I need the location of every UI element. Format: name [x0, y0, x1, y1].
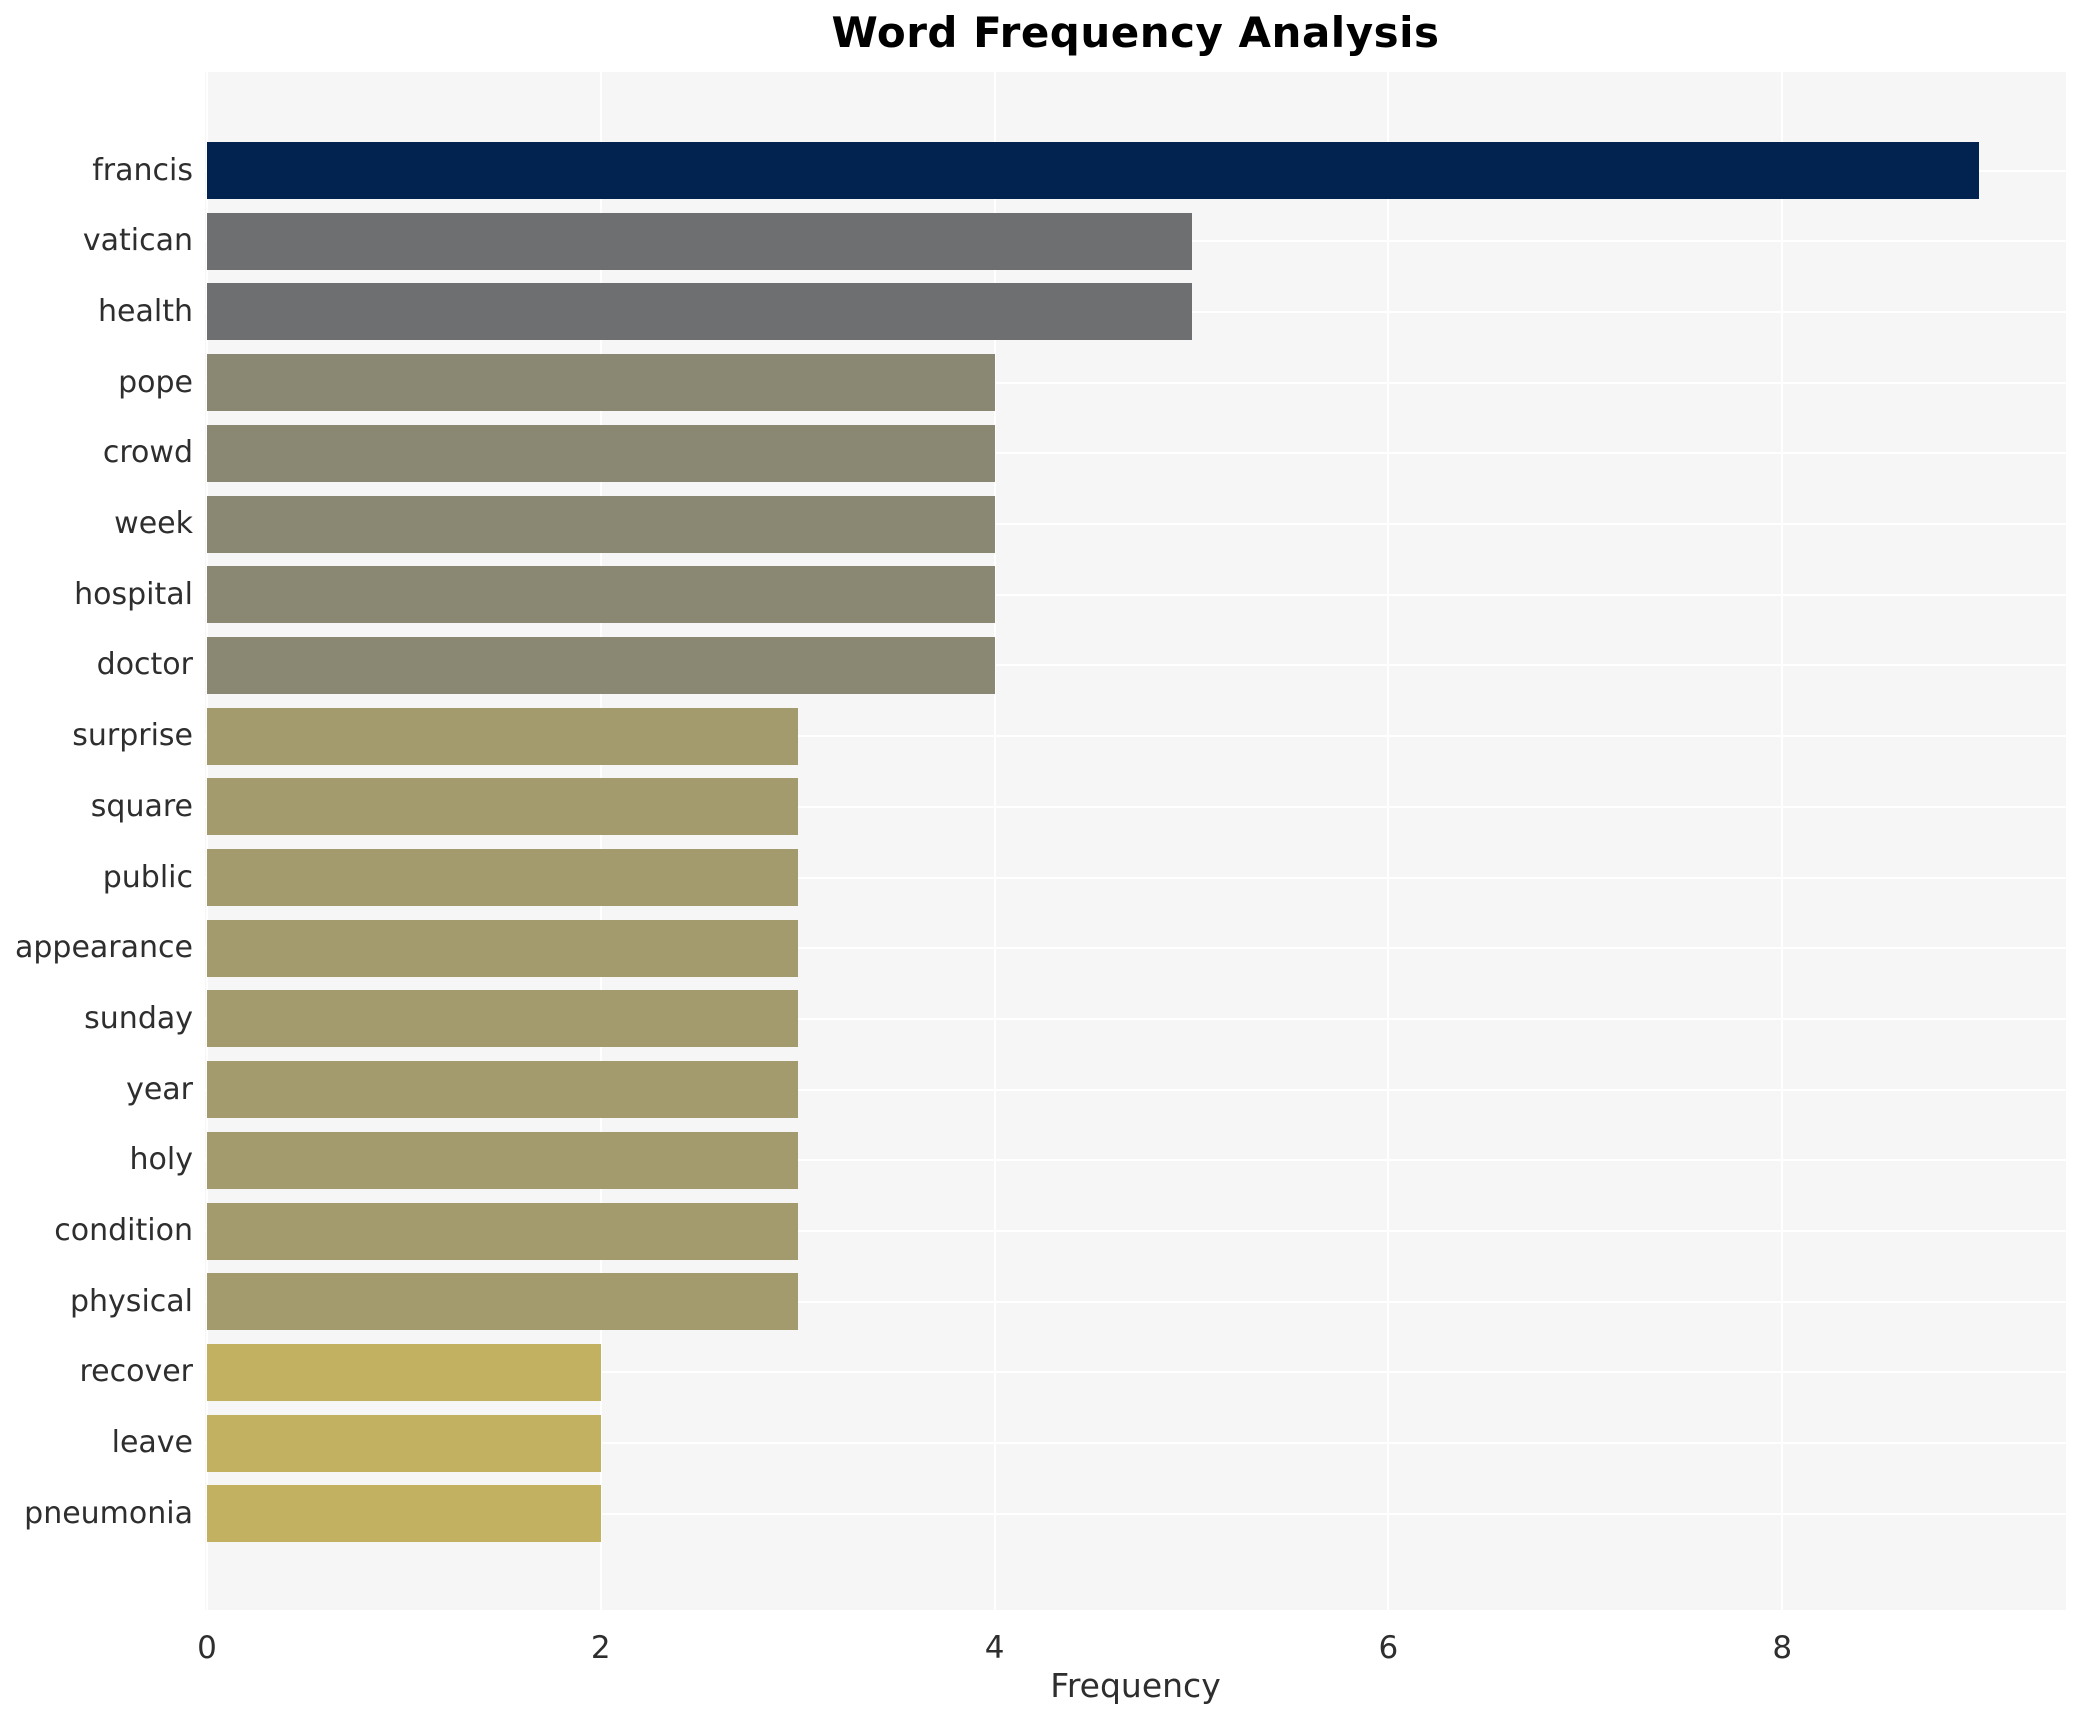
y-tick-label: francis [92, 152, 193, 188]
bar-square [207, 778, 798, 836]
gridline-h [205, 664, 2066, 667]
bar-doctor [207, 636, 995, 694]
gridline-h [205, 1230, 2066, 1232]
gridline-h [205, 593, 2066, 596]
gridline-v [1781, 72, 1784, 1610]
y-tick-label: holy [129, 1142, 193, 1178]
gridline-h [205, 523, 2066, 525]
y-tick-label: pneumonia [24, 1495, 193, 1531]
x-tick-label: 8 [1772, 1630, 1793, 1666]
gridline-h [205, 1512, 2066, 1515]
x-tick-label: 6 [1378, 1630, 1399, 1666]
bar-appearance [207, 919, 798, 977]
gridline-v [1387, 72, 1390, 1610]
bar-surprise [207, 707, 798, 765]
bar-public [207, 849, 798, 906]
y-tick-label: pope [118, 364, 193, 400]
gridline-v [993, 72, 996, 1610]
bar-week [207, 495, 995, 553]
y-tick-label: public [102, 859, 193, 895]
gridline-v [599, 72, 602, 1610]
gridline-v [206, 72, 208, 1610]
y-tick-label: health [98, 293, 193, 329]
y-tick-label: week [114, 506, 193, 541]
y-tick-label: condition [54, 1213, 193, 1248]
gridline-h [205, 1159, 2066, 1162]
bar-sunday [207, 990, 798, 1048]
gridline-h [205, 805, 2066, 808]
bar-physical [207, 1273, 798, 1331]
x-tick-label: 0 [197, 1630, 217, 1666]
y-tick-label: leave [111, 1425, 193, 1461]
y-tick-label: appearance [15, 930, 193, 966]
x-tick-label: 4 [984, 1630, 1005, 1666]
y-tick-label: square [90, 788, 193, 824]
plot-area [205, 72, 2066, 1610]
gridline-h [205, 1442, 2066, 1445]
bar-pope [207, 354, 995, 412]
bar-francis [207, 142, 1980, 199]
gridline-h [205, 947, 2066, 950]
gridline-h [205, 1300, 2066, 1303]
x-tick-label: 2 [590, 1630, 611, 1666]
gridline-h [205, 1088, 2066, 1091]
y-tick-label: vatican [82, 223, 193, 259]
bar-leave [207, 1414, 601, 1472]
y-tick-label: surprise [72, 718, 193, 754]
bar-hospital [207, 566, 995, 624]
chart-title: Word Frequency Analysis [831, 8, 1440, 57]
bar-holy [207, 1131, 798, 1189]
x-axis-title: Frequency [1050, 1666, 1221, 1705]
bar-vatican [207, 212, 1192, 270]
bar-health [207, 283, 1192, 341]
bar-pneumonia [207, 1485, 601, 1543]
bar-recover [207, 1343, 601, 1401]
y-tick-label: recover [79, 1354, 193, 1390]
gridline-h [205, 1017, 2066, 1020]
y-tick-label: crowd [102, 435, 193, 471]
gridline-h [205, 1371, 2066, 1374]
bar-crowd [207, 424, 995, 482]
bar-year [207, 1061, 798, 1119]
y-tick-label: physical [70, 1283, 193, 1319]
bar-condition [207, 1202, 798, 1260]
y-tick-label: year [126, 1071, 193, 1107]
gridline-h [205, 452, 2066, 455]
gridline-h [205, 735, 2066, 738]
gridline-h [205, 381, 2066, 384]
y-tick-label: doctor [96, 647, 193, 683]
y-tick-label: hospital [74, 576, 193, 612]
y-tick-label: sunday [84, 1000, 193, 1036]
gridline-h [205, 876, 2066, 879]
